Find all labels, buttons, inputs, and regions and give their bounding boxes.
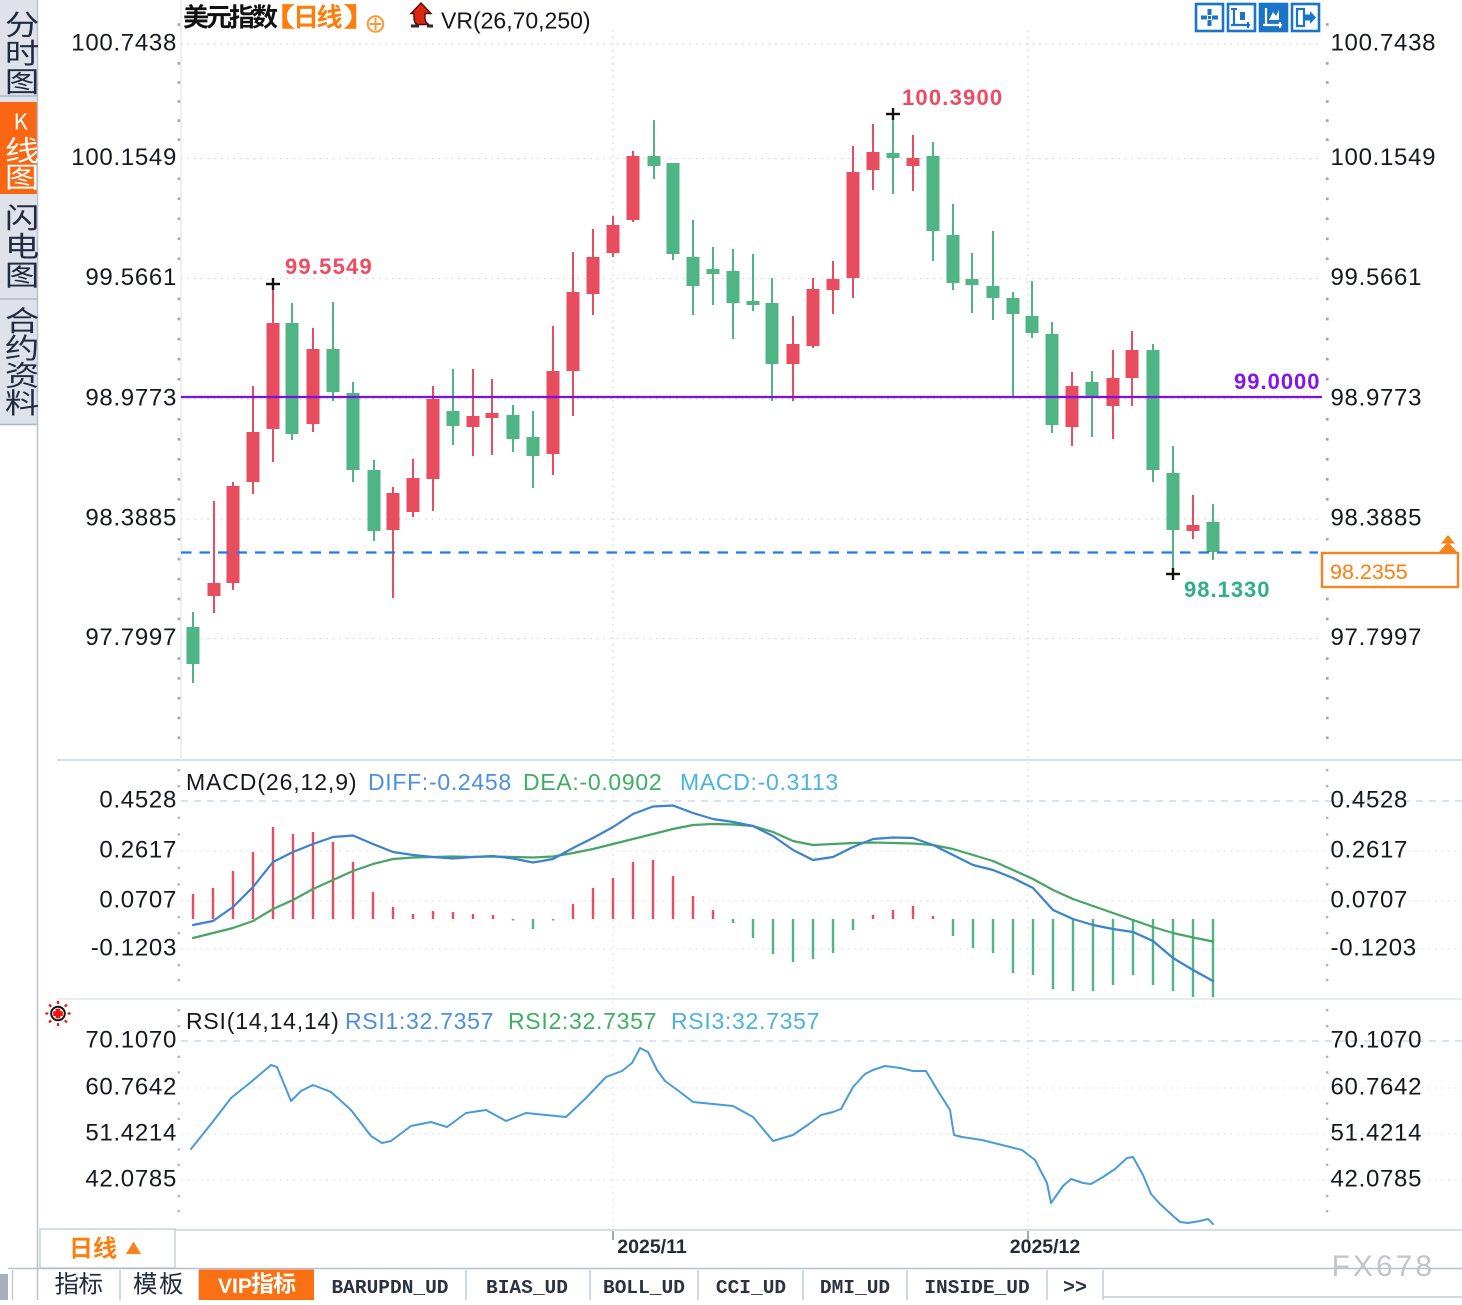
svg-text:RSI1:32.7357: RSI1:32.7357 — [345, 1008, 494, 1034]
svg-text:99.5661: 99.5661 — [85, 264, 177, 291]
svg-text:100.1549: 100.1549 — [71, 144, 177, 171]
svg-text:0.2617: 0.2617 — [99, 837, 177, 864]
svg-text:RSI(14,14,14): RSI(14,14,14) — [186, 1008, 340, 1034]
svg-text:51.4214: 51.4214 — [1331, 1120, 1423, 1147]
svg-text:-0.1203: -0.1203 — [91, 935, 177, 962]
svg-text:BIAS_UD: BIAS_UD — [486, 1277, 568, 1299]
svg-text:DIFF:-0.2458: DIFF:-0.2458 — [368, 769, 512, 795]
svg-text:RSI3:32.7357: RSI3:32.7357 — [671, 1008, 820, 1034]
svg-text:100.1549: 100.1549 — [1331, 144, 1437, 171]
svg-text:VR(26,70,250): VR(26,70,250) — [441, 8, 591, 34]
svg-text:100.7438: 100.7438 — [1331, 30, 1437, 57]
svg-text:0.2617: 0.2617 — [1331, 837, 1409, 864]
svg-text:99.5661: 99.5661 — [1331, 264, 1423, 291]
svg-text:VIP: VIP — [218, 1275, 252, 1298]
svg-text:98.9773: 98.9773 — [85, 385, 177, 412]
svg-text:99.5549: 99.5549 — [285, 254, 373, 279]
svg-text:98.2355: 98.2355 — [1330, 560, 1408, 584]
svg-text:0.4528: 0.4528 — [1331, 787, 1409, 814]
svg-text:97.7997: 97.7997 — [85, 624, 177, 651]
svg-text:BARUPDN_UD: BARUPDN_UD — [331, 1277, 448, 1299]
svg-text:97.7997: 97.7997 — [1331, 624, 1423, 651]
svg-text:MACD(26,12,9): MACD(26,12,9) — [186, 769, 357, 795]
svg-text:MACD:-0.3113: MACD:-0.3113 — [680, 769, 839, 795]
svg-text:RSI2:32.7357: RSI2:32.7357 — [508, 1008, 657, 1034]
svg-text:99.0000: 99.0000 — [1234, 369, 1321, 394]
svg-text:42.0785: 42.0785 — [1331, 1166, 1423, 1193]
svg-text:98.3885: 98.3885 — [1331, 505, 1423, 532]
svg-text:DEA:-0.0902: DEA:-0.0902 — [523, 769, 662, 795]
svg-text:CCI_UD: CCI_UD — [716, 1277, 786, 1299]
svg-text:51.4214: 51.4214 — [85, 1120, 177, 1147]
svg-text:FX678: FX678 — [1332, 1250, 1435, 1283]
svg-text:INSIDE_UD: INSIDE_UD — [924, 1277, 1029, 1299]
svg-text:98.9773: 98.9773 — [1331, 385, 1423, 412]
svg-text:0.4528: 0.4528 — [99, 787, 177, 814]
svg-text:DMI_UD: DMI_UD — [820, 1277, 890, 1299]
svg-text:>>: >> — [1063, 1277, 1087, 1300]
svg-text:2025/11: 2025/11 — [617, 1236, 687, 1258]
svg-text:-0.1203: -0.1203 — [1331, 935, 1417, 962]
svg-text:60.7642: 60.7642 — [85, 1074, 177, 1101]
svg-text:100.3900: 100.3900 — [902, 85, 1003, 110]
svg-text:BOLL_UD: BOLL_UD — [603, 1277, 685, 1299]
svg-text:70.1070: 70.1070 — [85, 1027, 177, 1054]
svg-text:98.3885: 98.3885 — [85, 505, 177, 532]
svg-text:98.1330: 98.1330 — [1184, 577, 1271, 602]
svg-text:100.7438: 100.7438 — [71, 30, 177, 57]
svg-text:60.7642: 60.7642 — [1331, 1074, 1423, 1101]
svg-text:0.0707: 0.0707 — [99, 887, 177, 914]
svg-text:0.0707: 0.0707 — [1331, 887, 1409, 914]
svg-text:42.0785: 42.0785 — [85, 1166, 177, 1193]
svg-text:2025/12: 2025/12 — [1010, 1236, 1081, 1258]
svg-text:70.1070: 70.1070 — [1331, 1027, 1423, 1054]
